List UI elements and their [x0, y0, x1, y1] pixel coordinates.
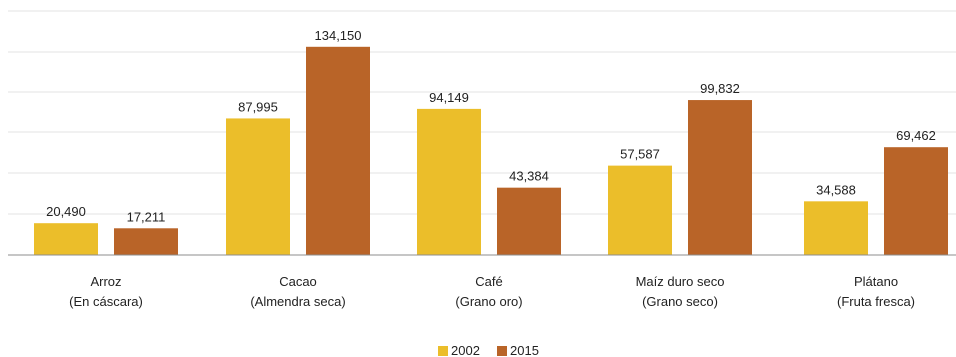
bar-2002-2: [417, 108, 481, 255]
data-label: 20,490: [46, 204, 86, 219]
bar-2015-1: [306, 46, 370, 256]
data-label: 43,384: [509, 169, 549, 184]
category-label: (Fruta fresca): [837, 294, 915, 309]
data-labels: 20,490 17,211 87,995 134,150 94,149 43,384 57,…: [46, 28, 936, 224]
category-label: (Almendra seca): [250, 294, 345, 309]
gridlines: [8, 10, 956, 215]
bar-2002-4: [804, 201, 868, 255]
bar-2015-0: [114, 228, 178, 255]
category-label: (Grano seco): [642, 294, 718, 309]
category-label: Plátano: [854, 274, 898, 289]
data-label: 17,211: [127, 209, 166, 224]
category-label: Arroz: [90, 274, 121, 289]
data-label: 134,150: [315, 28, 362, 43]
legend-label: 2002: [451, 343, 480, 357]
legend-swatch-2015: [497, 346, 507, 356]
bar-2002-3: [608, 165, 672, 255]
category-label: (Grano oro): [455, 294, 522, 309]
category-label: Cacao: [279, 274, 317, 289]
category-label: Maíz duro seco: [636, 274, 725, 289]
bar-2015-2: [497, 187, 561, 255]
data-label: 34,588: [816, 182, 856, 197]
category-labels: Arroz (En cáscara) Cacao (Almendra seca) Caf…: [69, 274, 915, 309]
bar-2002-0: [34, 223, 98, 255]
legend: 2002 2015: [438, 343, 539, 357]
bar-2002-1: [226, 118, 290, 255]
bar-2015-3: [688, 100, 752, 256]
bar-2015-4: [884, 147, 948, 255]
data-label: 69,462: [896, 128, 936, 143]
bars: [34, 46, 948, 256]
data-label: 87,995: [238, 99, 278, 114]
category-label: Café: [475, 274, 502, 289]
legend-label: 2015: [510, 343, 539, 357]
data-label: 57,587: [620, 147, 660, 162]
data-label: 94,149: [429, 90, 469, 105]
category-label: (En cáscara): [69, 294, 143, 309]
legend-swatch-2002: [438, 346, 448, 356]
data-label: 99,832: [700, 81, 740, 96]
